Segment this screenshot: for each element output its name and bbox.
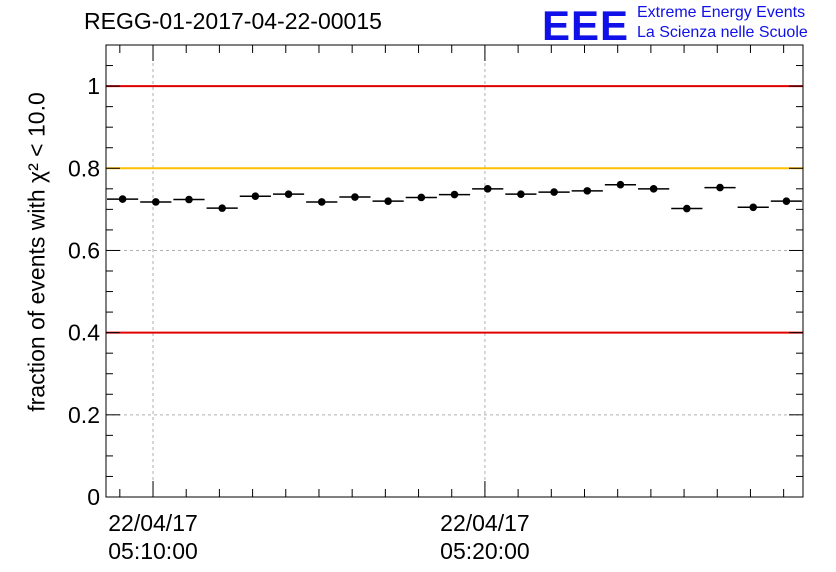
logo-line-2: La Scienza nelle Scuole	[637, 24, 808, 41]
data-point	[749, 203, 758, 212]
data-point	[782, 197, 791, 205]
data-point	[649, 185, 658, 193]
data-point	[317, 198, 326, 206]
plot-frame	[105, 44, 804, 498]
data-point	[616, 180, 625, 189]
data-point	[218, 204, 226, 212]
eee-logo: EEE	[542, 2, 630, 49]
y-tick-label: 0.2	[68, 402, 100, 428]
data-point	[450, 190, 459, 199]
x-tick-label-date: 22/04/17	[440, 510, 530, 536]
y-tick-label: 1	[87, 73, 100, 99]
data-point	[583, 187, 592, 195]
data-point	[716, 183, 724, 192]
data-point	[351, 193, 359, 201]
data-point	[151, 198, 160, 206]
y-tick-label: 0.6	[68, 237, 100, 263]
data-point	[251, 192, 260, 201]
chart-title: REGG-01-2017-04-22-00015	[84, 8, 382, 34]
data-point	[517, 190, 525, 198]
data-point	[384, 197, 392, 205]
y-tick-label: 0	[87, 484, 100, 510]
data-point	[483, 185, 492, 193]
y-tick-label: 0.8	[68, 155, 100, 181]
y-tick-label: 0.4	[68, 320, 100, 346]
data-point	[683, 204, 691, 213]
data-point	[417, 193, 426, 202]
data-point	[550, 188, 558, 196]
x-tick-label-time: 05:20:00	[440, 538, 530, 564]
x-tick-label-time: 05:10:00	[108, 538, 198, 564]
data-point	[118, 195, 127, 203]
data-point	[284, 190, 293, 198]
logo-line-1: Extreme Energy Events	[637, 4, 806, 21]
x-tick-label-date: 22/04/17	[108, 510, 198, 536]
data-point	[185, 195, 193, 204]
